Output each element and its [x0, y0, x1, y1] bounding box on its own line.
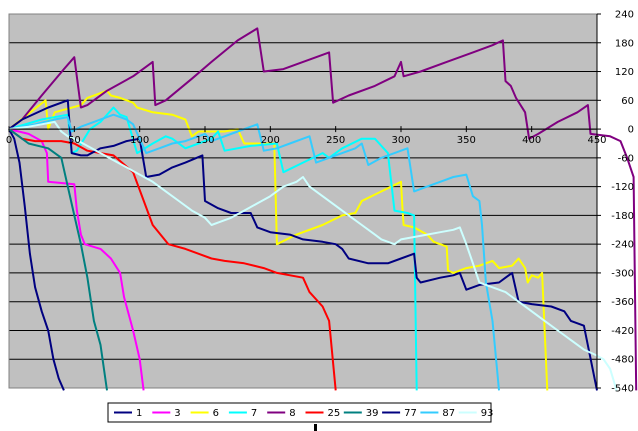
- series-line-7: [8, 106, 418, 391]
- series-line-77: [8, 99, 598, 391]
- series-line-87: [8, 113, 500, 391]
- x-tick-label: 300: [391, 135, 410, 146]
- legend-label-77: 77: [404, 408, 417, 419]
- y-tick-label: -120: [611, 182, 634, 193]
- x-tick-label: 50: [68, 135, 81, 146]
- series-line-93: [8, 120, 618, 391]
- y-tick-label: 0: [628, 125, 634, 136]
- legend-label-3: 3: [174, 408, 180, 419]
- y-tick-label: 60: [621, 96, 634, 107]
- series-line-39: [8, 128, 108, 391]
- legend-label-93: 93: [481, 408, 494, 419]
- legend-label-8: 8: [289, 408, 295, 419]
- y-tick-label: -240: [611, 240, 634, 251]
- legend-label-1: 1: [136, 408, 142, 419]
- series-line-8: [8, 27, 638, 391]
- x-tick-label: 100: [130, 135, 149, 146]
- x-tick-label: 200: [261, 135, 280, 146]
- y-tick-label: -480: [611, 355, 634, 366]
- y-tick-label: -360: [611, 297, 634, 308]
- y-tick-label: -420: [611, 326, 634, 337]
- y-tick-label: -540: [611, 384, 634, 395]
- legend-label-39: 39: [366, 408, 379, 419]
- legend-label-6: 6: [213, 408, 219, 419]
- y-tick-label: -180: [611, 211, 634, 222]
- x-tick-label: 350: [457, 135, 476, 146]
- legend-box: [107, 402, 492, 423]
- x-tick-label: 400: [522, 135, 541, 146]
- legend-label-7: 7: [251, 408, 257, 419]
- x-tick-label: 0: [6, 135, 12, 146]
- y-tick-label: 180: [615, 38, 634, 49]
- legend: 1 3 6 7 8 25 39 77 87 93: [107, 402, 494, 431]
- plot-background: [9, 14, 597, 388]
- x-axis: 0 50 100 150 200 250 300 350 400 450: [6, 126, 607, 146]
- series-lines: [8, 27, 638, 391]
- y-tick-label: 240: [615, 10, 634, 21]
- x-tick-label: 250: [326, 135, 345, 146]
- legend-label-87: 87: [442, 408, 455, 419]
- x-tick-label: 150: [195, 135, 214, 146]
- y-tick-label: -60: [618, 153, 634, 164]
- series-line-1: [8, 128, 65, 391]
- legend-label-25: 25: [328, 408, 341, 419]
- y-tick-label: 120: [615, 67, 634, 78]
- y-axis: 240 180 120 60 0 -60 -120 -180 -240 -300 -360 -420 -…: [596, 10, 634, 395]
- stray-mark: [314, 424, 317, 431]
- y-tick-label: -300: [611, 268, 634, 279]
